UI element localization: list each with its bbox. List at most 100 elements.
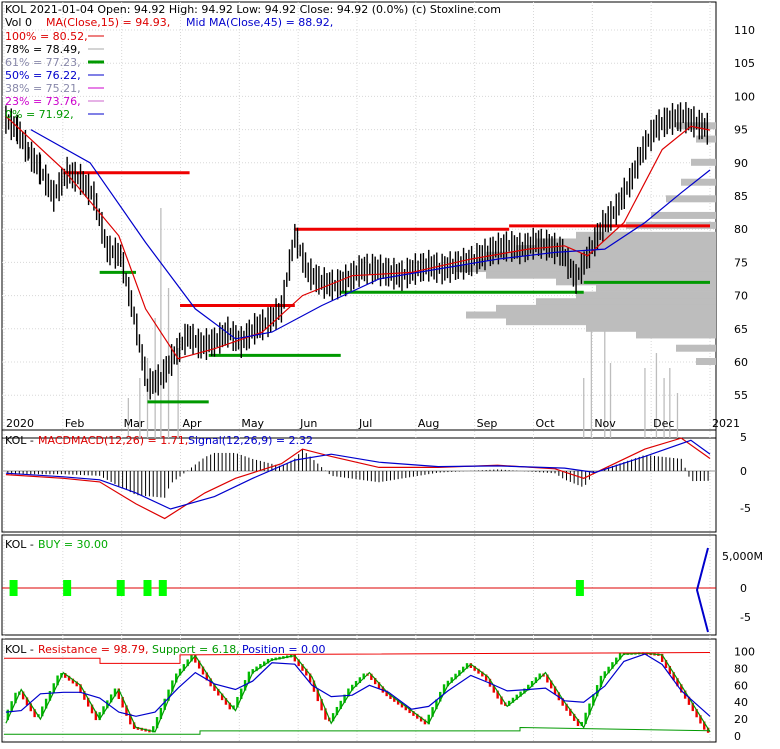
stoch-candle: [569, 708, 572, 716]
stoch-candle: [132, 722, 136, 729]
stoch-candle: [530, 681, 534, 687]
stoch-candle: [247, 671, 251, 683]
stoch-candle: [109, 694, 113, 703]
stoch-candle: [618, 653, 622, 660]
fib-level-label: 23% = 73.76,: [5, 95, 81, 108]
price-panel-frame: [1, 1, 717, 439]
stoch-candle: [174, 673, 178, 683]
stoch-candle: [362, 673, 365, 680]
stoch-candle: [461, 666, 465, 673]
volume-profile-bar: [576, 291, 716, 299]
macd-line: [5, 437, 711, 520]
header-line: KOL 2021-01-04 Open: 94.92 High: 94.92 L…: [5, 3, 501, 16]
stoch-candle: [442, 684, 446, 694]
month-tick-label: Apr: [183, 417, 203, 430]
volume-profile-bar: [676, 344, 716, 352]
fib-level-label: 38% = 75.21,: [5, 82, 81, 95]
macd-label: MACDMACD(12,26) = 1.71,: [38, 434, 188, 447]
buy-label: BUY = 30.00: [38, 538, 108, 551]
stoch-candle: [167, 689, 170, 701]
stoch-candle: [435, 699, 438, 710]
stoch-candle: [331, 713, 335, 722]
stoch-candle: [354, 681, 358, 687]
volume-profile-bar: [576, 231, 716, 239]
stoch-candle: [14, 692, 17, 704]
month-tick-label: Aug: [418, 417, 439, 430]
stoch-candle: [159, 707, 163, 720]
buy-markers: [2, 547, 716, 633]
stoch-candle: [477, 668, 480, 674]
month-tick-label: Dec: [653, 417, 674, 430]
volume-profile-bar: [486, 271, 716, 279]
macd-lines: [2, 437, 716, 520]
stoch-candle: [33, 709, 36, 718]
volume-profile-bar: [636, 331, 716, 339]
stoch-candle: [178, 668, 182, 676]
price-tick-label: 110: [734, 24, 755, 37]
macd-tick-label: 5: [740, 431, 747, 444]
stoch-candle: [293, 654, 297, 662]
stoch-lines: [4, 652, 711, 735]
volume-profile-bar: [466, 311, 716, 319]
stoch-candle: [343, 694, 346, 703]
stoch-candle: [515, 694, 518, 700]
stoch-candle: [21, 691, 25, 700]
stoch-candle: [209, 678, 212, 687]
stoch-candle: [305, 668, 308, 676]
stoch-candle: [473, 665, 476, 671]
stoch-candle: [592, 694, 595, 706]
volume-profile-bar: [696, 135, 716, 143]
stoch-candle: [546, 674, 549, 683]
buy-marker: [116, 580, 125, 596]
stoch-candle: [152, 726, 155, 733]
stoch-candle: [664, 659, 668, 669]
stoch-candle: [129, 713, 132, 725]
stoch-candle: [98, 712, 101, 721]
stoch-candle: [404, 705, 407, 711]
stoch-candle: [584, 712, 587, 724]
stoch-candle: [335, 706, 339, 716]
stoch-candle: [492, 684, 495, 693]
stoch-candle: [607, 666, 610, 674]
axis-labels: 55 60 65 70 75 80 85 90 95 100 105 110 2020 Feb Mar Apr…: [6, 24, 763, 743]
buy-tick-label: 0: [740, 582, 747, 595]
month-tick-label: Jul: [358, 417, 372, 430]
stoch-candle: [102, 706, 105, 715]
stoch-candle: [25, 697, 29, 706]
stoch-candle: [565, 703, 568, 711]
buy-marker: [575, 580, 584, 596]
stoch-candle: [484, 674, 488, 681]
stoch-candle: [83, 691, 86, 700]
stoch-candle: [324, 708, 327, 720]
ma15-line: [5, 115, 711, 360]
buy-panel-frame: [1, 534, 717, 636]
stoch-candle: [213, 684, 216, 691]
stoch-candle: [217, 688, 220, 696]
stoch-candle: [377, 682, 381, 689]
volume-profile-bar: [691, 158, 716, 166]
stoch-candle: [197, 660, 201, 669]
month-tick-label: Jun: [299, 417, 317, 430]
stoch-d-line: [5, 653, 711, 717]
volume-profile-bar: [486, 251, 716, 259]
stoch-candle: [527, 684, 530, 691]
moving-averages: [5, 115, 711, 360]
stoch-candle: [595, 685, 599, 697]
stoch-candle: [703, 721, 706, 730]
stoch-candle: [240, 688, 243, 699]
stoch-candle: [553, 686, 557, 695]
stoch-candle: [255, 666, 258, 672]
stoch-candle: [496, 690, 499, 699]
stoch-candle: [308, 673, 312, 683]
buy-marker: [9, 580, 18, 596]
volume-profile-bar: [476, 258, 716, 266]
stoch-candle: [687, 696, 691, 705]
stoch-candle: [205, 672, 209, 681]
stoch-candle: [534, 677, 538, 684]
price-tick-label: 70: [734, 290, 748, 303]
ma45-line: [30, 129, 711, 340]
price-tick-label: 80: [734, 223, 748, 236]
stoch-candle: [431, 707, 434, 717]
